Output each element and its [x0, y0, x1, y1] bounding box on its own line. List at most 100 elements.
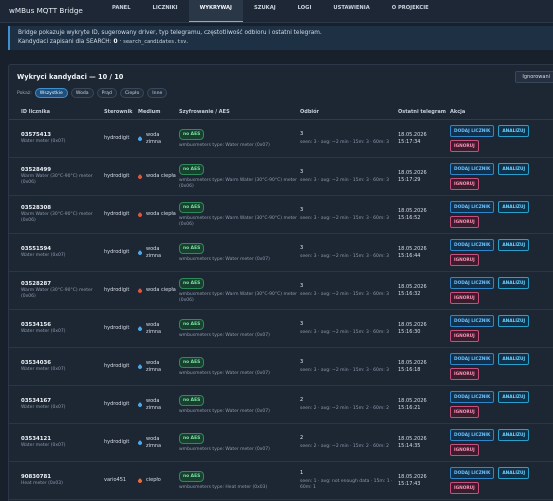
action-cell: DODAJ LICZNIK ANALIZUJ IGNORUJ [450, 347, 553, 386]
driver: hydrodigit [104, 287, 130, 293]
last-telegram: 18.05.2026 15:16:44 [398, 245, 427, 259]
receive-stats: seen: 3 · avg: ~2 min · 15m: 3 · 60m: 3 [300, 368, 390, 373]
action-button[interactable]: DODAJ LICZNIK [450, 353, 495, 365]
action-button[interactable]: ANALIZUJ [498, 353, 530, 365]
driver-cell: hydrodigit [104, 271, 138, 310]
filter-chip[interactable]: Wszystkie [34, 88, 68, 98]
action-buttons: DODAJ LICZNIK ANALIZUJ IGNORUJ [450, 315, 542, 342]
medium-text: woda zimna [146, 435, 162, 449]
table-header: ID licznika Sterownik Medium Szyfrowanie / … [9, 105, 553, 120]
aes-note: wmbusmeters type: Warm Water (30°C-90°C)… [179, 215, 297, 227]
nav-tab[interactable]: LOGI [297, 5, 312, 11]
medium-text: woda ciepła [146, 173, 176, 179]
aes-badge: no AES [179, 242, 205, 254]
action-button[interactable]: ANALIZUJ [498, 391, 530, 403]
action-button[interactable]: IGNORUJ [450, 368, 479, 380]
candidate-row: 03534167 Water meter (0x07) hydrodigit woda… [9, 385, 553, 424]
action-button[interactable]: IGNORUJ [450, 254, 479, 266]
action-buttons: DODAJ LICZNIK ANALIZUJ IGNORUJ [450, 391, 542, 418]
info-sep: · [119, 39, 122, 45]
action-button[interactable]: DODAJ LICZNIK [450, 391, 495, 403]
action-button[interactable]: DODAJ LICZNIK [450, 277, 495, 289]
action-button[interactable]: IGNORUJ [450, 482, 479, 494]
action-button[interactable]: DODAJ LICZNIK [450, 125, 495, 137]
filter-bar: Pokaż: Wszystkie Woda Prąd Ciepło Inne [17, 88, 168, 98]
action-cell: DODAJ LICZNIK ANALIZUJ IGNORUJ [450, 157, 553, 196]
medium-cell: woda ciepła [137, 157, 179, 196]
nav-tab[interactable]: USTAWIENIA [333, 5, 370, 11]
action-button[interactable]: IGNORUJ [450, 292, 479, 304]
receive-count: 3 [300, 245, 304, 251]
action-button[interactable]: ANALIZUJ [498, 315, 530, 327]
action-button[interactable]: IGNORUJ [450, 216, 479, 228]
filter-chip[interactable]: Inne [147, 88, 168, 98]
driver-cell: hydrodigit [104, 195, 138, 234]
last-telegram: 18.05.2026 15:17:29 [398, 169, 427, 183]
nav-tab[interactable]: O PROJEKCIE [391, 5, 429, 11]
receive-stats: seen: 3 · avg: ~2 min · 15m: 3 · 60m: 3 [300, 330, 390, 335]
meter-id: 03528499 [21, 167, 52, 173]
nav-tab[interactable]: WYKRYWAJ [188, 0, 243, 22]
last-telegram: 18.05.2026 15:16:30 [398, 321, 427, 335]
receive-stats: seen: 2 · avg: ~2 min · 15m: 2 · 60m: 2 [300, 406, 390, 411]
receive-count: 1 [300, 470, 304, 476]
action-button[interactable]: IGNORUJ [450, 330, 479, 342]
info-box: Bridge pokazuje wykryte ID, sugerowany d… [8, 26, 553, 50]
filter-chip[interactable]: Ciepło [119, 88, 145, 98]
action-button[interactable]: DODAJ LICZNIK [450, 201, 495, 213]
candidate-row: 03534121 Water meter (0x07) hydrodigit woda… [9, 423, 553, 462]
candidates-table: ID licznika Sterownik Medium Szyfrowanie / … [9, 105, 553, 500]
action-button[interactable]: DODAJ LICZNIK [450, 239, 495, 251]
action-button[interactable]: DODAJ LICZNIK [450, 467, 495, 479]
column-header: Ostatni telegram [398, 105, 450, 120]
medium-cell: woda zimna [137, 423, 179, 462]
action-button[interactable]: ANALIZUJ [498, 429, 530, 441]
action-cell: DODAJ LICZNIK ANALIZUJ IGNORUJ [450, 423, 553, 462]
info-line: Bridge pokazuje wykryte ID, sugerowany d… [18, 30, 322, 36]
nav-tab[interactable]: LICZNIKI [152, 5, 178, 11]
action-cell: DODAJ LICZNIK ANALIZUJ IGNORUJ [450, 119, 553, 158]
aes-badge: no AES [179, 318, 205, 330]
driver-cell: hydrodigit [104, 233, 138, 272]
driver-cell: hydrodigit [104, 347, 138, 386]
column-header: Akcja [450, 105, 553, 120]
filter-chip[interactable]: Woda [70, 88, 94, 98]
meter-id: 03528287 [21, 281, 52, 287]
driver: hydrodigit [104, 211, 130, 217]
last-cell: 18.05.2026 15:17:29 [398, 157, 450, 196]
action-button[interactable]: DODAJ LICZNIK [450, 429, 495, 441]
receive-count: 2 [300, 435, 304, 441]
action-button[interactable]: ANALIZUJ [498, 201, 530, 213]
action-button[interactable]: IGNORUJ [450, 406, 479, 418]
info-file: search_candidates.tsv [123, 39, 187, 45]
ignored-button[interactable]: Ignorowani [515, 71, 553, 83]
action-button[interactable]: ANALIZUJ [498, 163, 530, 175]
action-button[interactable]: IGNORUJ [450, 178, 479, 190]
medium: woda ciepła [137, 211, 176, 218]
action-button[interactable]: DODAJ LICZNIK [450, 163, 495, 175]
action-button[interactable]: ANALIZUJ [498, 125, 530, 137]
action-button[interactable]: IGNORUJ [450, 444, 479, 456]
meter-type: Water meter (0x07) [21, 139, 66, 144]
receive-stats: seen: 2 · avg: ~2 min · 15m: 2 · 60m: 2 [300, 444, 390, 449]
aes-cell: no AES wmbusmeters type: Water meter (0x0… [179, 347, 300, 386]
nav-tab[interactable]: PANEL [112, 5, 131, 11]
meter-id: 03575413 [21, 132, 52, 138]
action-button[interactable]: ANALIZUJ [498, 467, 530, 479]
filter-chip[interactable]: Prąd [96, 88, 117, 98]
action-button[interactable]: IGNORUJ [450, 140, 479, 152]
nav-tab[interactable]: SZUKAJ [253, 5, 276, 11]
action-buttons: DODAJ LICZNIK ANALIZUJ IGNORUJ [450, 467, 542, 494]
receive-cell: 1 seen: 1 · avg: not enough data · 15m: 1… [300, 461, 398, 500]
receive-cell: 2 seen: 2 · avg: ~2 min · 15m: 2 · 60m: 2 [300, 385, 398, 424]
aes-badge: no AES [179, 163, 205, 175]
medium: woda ciepła [137, 287, 176, 294]
action-button[interactable]: ANALIZUJ [498, 277, 530, 289]
candidate-row: 90830781 Heat meter (0x03) vario451 ciepło n… [9, 461, 553, 500]
action-button[interactable]: DODAJ LICZNIK [450, 315, 495, 327]
action-button[interactable]: ANALIZUJ [498, 239, 530, 251]
medium-icon [137, 249, 143, 256]
aes-note: wmbusmeters type: Water meter (0x07) [179, 370, 270, 376]
medium-cell: ciepło [137, 461, 179, 500]
